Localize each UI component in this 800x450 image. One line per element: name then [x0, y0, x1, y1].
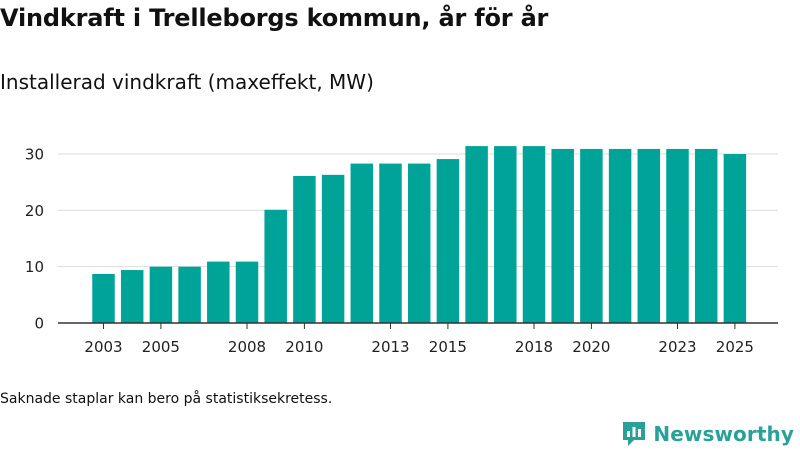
bar-2011: [321, 174, 345, 323]
x-tick-label: 2020: [572, 338, 610, 356]
x-tick-label: 2010: [285, 338, 323, 356]
bar-2003: [92, 273, 115, 323]
bar-2022: [637, 148, 661, 323]
bar-2025: [723, 154, 747, 323]
y-tick-label: 0: [34, 315, 44, 333]
bar-2019: [551, 148, 574, 323]
x-tick-label: 2015: [429, 338, 467, 356]
bar-2008: [235, 261, 259, 323]
chart-title: Vindkraft i Trelleborgs kommun, år för å…: [0, 4, 549, 32]
bar-2021: [608, 148, 632, 323]
bar-2004: [120, 270, 144, 323]
footnote: Saknade staplar kan bero på statistiksek…: [0, 391, 333, 407]
chart-subtitle: Installerad vindkraft (maxeffekt, MW): [0, 70, 374, 94]
bar-2014: [407, 163, 431, 323]
x-tick-label: 2008: [228, 338, 266, 356]
bar-2007: [207, 261, 230, 323]
y-tick-label: 30: [25, 146, 44, 164]
x-tick-label: 2013: [371, 338, 409, 356]
bar-chart: 0 10 20 30 2003 2005 2008 2010 2013 2015 2018 2020 2…: [25, 146, 778, 356]
x-tick-label: 2018: [515, 338, 553, 356]
newsworthy-logo-icon: [623, 422, 646, 446]
bar-2010: [293, 175, 316, 323]
bar-2020: [580, 148, 603, 323]
bar-2018: [522, 146, 546, 323]
bar-2009: [264, 209, 287, 323]
x-tick-label: 2025: [716, 338, 754, 356]
bar-2016: [465, 146, 488, 323]
bar-2005: [149, 266, 173, 323]
bar-2024: [694, 148, 718, 323]
bar-2017: [494, 146, 517, 323]
y-tick-label: 10: [25, 258, 44, 276]
brand: Newsworthy: [621, 420, 794, 448]
x-tick-label: 2023: [658, 338, 696, 356]
bar-2013: [379, 163, 402, 323]
x-tick-label: 2003: [84, 338, 122, 356]
x-tick-label: 2005: [142, 338, 180, 356]
bar-2015: [436, 159, 460, 323]
bar-2006: [178, 266, 201, 323]
bar-2023: [666, 148, 689, 323]
brand-name: Newsworthy: [653, 422, 794, 446]
bar-2012: [350, 163, 374, 323]
y-tick-label: 20: [25, 202, 44, 220]
